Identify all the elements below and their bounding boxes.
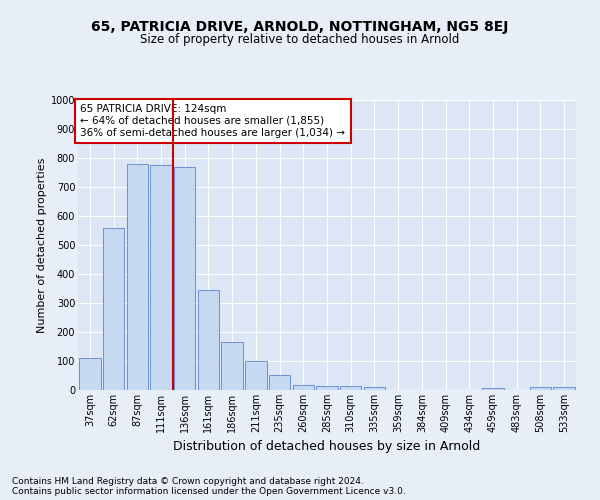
Bar [198,290,219,390]
Bar [269,375,290,390]
Text: Size of property relative to detached houses in Arnold: Size of property relative to detached ho… [140,34,460,46]
X-axis label: Distribution of detached houses by size in Arnold: Distribution of detached houses by size … [173,440,481,454]
Y-axis label: Number of detached properties: Number of detached properties [37,158,47,332]
Bar [293,385,314,390]
Bar [553,387,575,390]
Bar [127,164,148,390]
Text: Contains public sector information licensed under the Open Government Licence v3: Contains public sector information licen… [12,486,406,496]
Bar [316,386,338,390]
Bar [364,387,385,390]
Bar [482,388,503,390]
Bar [340,386,361,390]
Text: 65, PATRICIA DRIVE, ARNOLD, NOTTINGHAM, NG5 8EJ: 65, PATRICIA DRIVE, ARNOLD, NOTTINGHAM, … [91,20,509,34]
Text: Contains HM Land Registry data © Crown copyright and database right 2024.: Contains HM Land Registry data © Crown c… [12,476,364,486]
Text: 65 PATRICIA DRIVE: 124sqm
← 64% of detached houses are smaller (1,855)
36% of se: 65 PATRICIA DRIVE: 124sqm ← 64% of detac… [80,104,346,138]
Bar [245,361,266,390]
Bar [530,387,551,390]
Bar [221,342,243,390]
Bar [174,166,196,390]
Bar [151,166,172,390]
Bar [103,228,124,390]
Bar [79,358,101,390]
